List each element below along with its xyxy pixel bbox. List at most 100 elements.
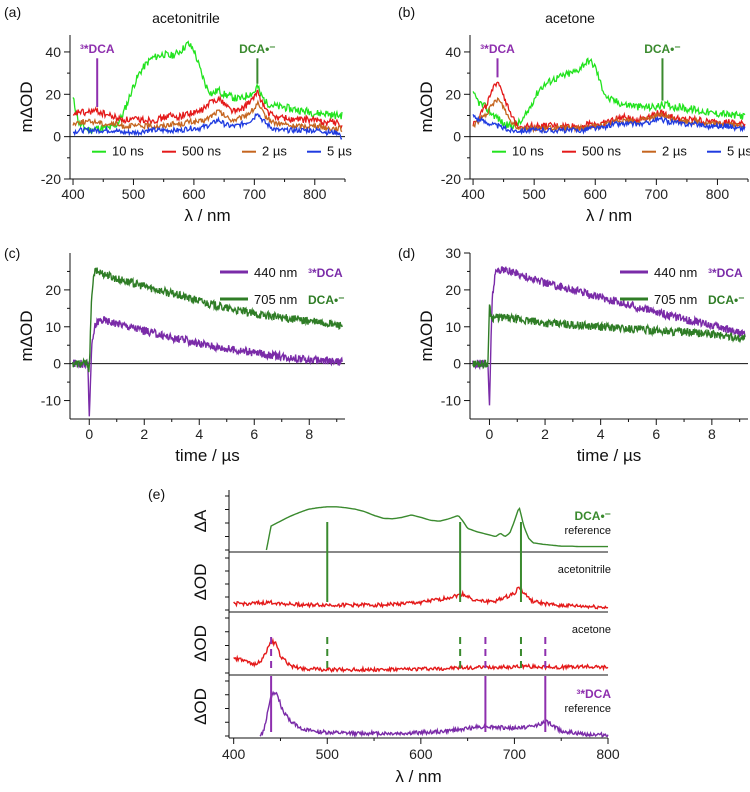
x-axis-label: λ / nm xyxy=(395,767,441,786)
x-tick-label: 6 xyxy=(250,426,258,442)
panel-b: (b) acetone 400 500 600 700 800 -20 0 20 40 ³*DCA DC… xyxy=(398,4,750,225)
y-tick-label: 20 xyxy=(445,86,461,102)
x-tick-label: 2 xyxy=(541,426,549,442)
row-label: DCA•⁻ xyxy=(574,509,611,523)
x-tick-label: 6 xyxy=(652,426,660,442)
annotation-label: ³*DCA xyxy=(80,42,115,56)
legend-entry: 10 ns xyxy=(512,144,544,159)
legend-tag: DCA•⁻ xyxy=(308,293,345,307)
series-500-ns-line xyxy=(72,89,343,130)
legend-entry: 705 nm xyxy=(254,292,297,307)
row-3-trace xyxy=(259,690,609,739)
x-tick-label: 2 xyxy=(140,426,148,442)
series-10-ns-line xyxy=(472,57,746,130)
y-tick-label: 30 xyxy=(445,245,461,261)
legend-entry: 5 µs xyxy=(727,144,750,159)
series-5-s-line xyxy=(472,114,746,136)
x-tick-label: 600 xyxy=(409,746,433,762)
x-tick-label: 0 xyxy=(486,426,494,442)
row-sublabel: reference xyxy=(565,703,611,715)
legend-entry: 2 µs xyxy=(262,144,287,159)
series-5-s-line xyxy=(72,113,343,140)
x-tick-label: 0 xyxy=(85,426,93,442)
y-tick-label: 10 xyxy=(445,319,461,335)
y-tick-label: 0 xyxy=(53,129,61,145)
y-tick-label: 20 xyxy=(45,86,61,102)
x-tick-label: 700 xyxy=(645,186,669,202)
y-tick-label: 40 xyxy=(45,44,61,60)
x-tick-label: 4 xyxy=(195,426,203,442)
y-axis-label: mΔOD xyxy=(417,81,436,132)
y-tick-label: 40 xyxy=(445,44,461,60)
series-2-s-line xyxy=(72,99,343,133)
x-tick-label: 600 xyxy=(584,186,608,202)
panel-label: (c) xyxy=(4,245,20,261)
x-tick-label: 400 xyxy=(222,746,246,762)
legend-tag: ³*DCA xyxy=(708,266,743,280)
legend-entry: 10 ns xyxy=(112,144,144,159)
legend-entry: 2 µs xyxy=(662,144,687,159)
y-tick-label: 20 xyxy=(45,282,61,298)
x-tick-label: 600 xyxy=(182,186,206,202)
y-axis-label: mΔOD xyxy=(17,310,36,361)
legend-entry: 500 ns xyxy=(182,144,222,159)
x-tick-label: 700 xyxy=(503,746,527,762)
series-10-ns-line xyxy=(72,40,343,134)
legend-entry: 440 nm xyxy=(254,265,297,280)
x-tick-label: 800 xyxy=(706,186,730,202)
x-axis-label: λ / nm xyxy=(586,206,632,225)
x-axis-label: λ / nm xyxy=(184,206,230,225)
legend-tag: DCA•⁻ xyxy=(708,293,745,307)
panel-d: (d) 0 2 4 6 8 -10 0 10 20 30 440 nm ³*DCA 705 nm DCA•⁻… xyxy=(398,245,748,465)
y-tick-label: 10 xyxy=(45,319,61,335)
x-tick-label: 700 xyxy=(243,186,267,202)
series-705nm-line xyxy=(72,267,343,373)
y-axis-label: mΔOD xyxy=(17,81,36,132)
panel-label: (b) xyxy=(398,4,415,20)
x-tick-label: 400 xyxy=(61,186,85,202)
series-440nm-line xyxy=(472,266,746,406)
x-tick-label: 800 xyxy=(596,746,620,762)
row-sublabel: reference xyxy=(565,525,611,537)
panel-label: (e) xyxy=(148,486,165,502)
y-tick-label: 0 xyxy=(53,356,61,372)
panel-a: (a) acetonitrile 400 500 600 700 800 -20 0 20 40 ³*… xyxy=(4,4,352,225)
y-tick-label: -10 xyxy=(441,393,461,409)
annotation-label: ³*DCA xyxy=(480,42,515,56)
x-tick-label: 4 xyxy=(597,426,605,442)
series-500-ns-line xyxy=(472,81,746,132)
row-y-label: ΔA xyxy=(191,509,210,532)
legend-tag: ³*DCA xyxy=(308,266,343,280)
y-tick-label: 0 xyxy=(453,356,461,372)
row-label: acetone xyxy=(572,624,611,636)
panel-title: acetone xyxy=(545,10,595,26)
x-tick-label: 800 xyxy=(303,186,327,202)
panel-e: (e) ΔA DCA•⁻ reference ΔOD acetonitrile ΔOD ace… xyxy=(148,486,620,786)
x-tick-label: 500 xyxy=(522,186,546,202)
legend-entry: 705 nm xyxy=(654,292,697,307)
panel-label: (a) xyxy=(4,4,21,20)
row-y-label: ΔOD xyxy=(191,564,210,601)
series-440nm-line xyxy=(72,316,343,417)
x-tick-label: 500 xyxy=(316,746,340,762)
row-2-trace xyxy=(233,637,609,674)
y-tick-label: -20 xyxy=(441,171,461,187)
y-axis-label: mΔOD xyxy=(417,310,436,361)
y-tick-label: 0 xyxy=(453,129,461,145)
y-tick-label: -10 xyxy=(41,393,61,409)
legend-entry: 440 nm xyxy=(654,265,697,280)
row-1-trace xyxy=(233,586,609,610)
legend-entry: 500 ns xyxy=(582,144,622,159)
row-label: acetonitrile xyxy=(558,564,611,576)
panel-title: acetonitrile xyxy=(152,10,220,26)
row-y-label: ΔOD xyxy=(191,625,210,662)
panel-c: (c) 0 2 4 6 8 -10 0 10 20 440 nm ³*DCA 705 nm DCA•⁻ ti… xyxy=(4,245,345,465)
x-tick-label: 8 xyxy=(708,426,716,442)
series-705nm-line xyxy=(472,304,746,370)
row-y-label: ΔOD xyxy=(191,688,210,725)
annotation-label: DCA•⁻ xyxy=(644,42,681,56)
annotation-label: DCA•⁻ xyxy=(239,42,276,56)
y-tick-label: -20 xyxy=(41,171,61,187)
row-label: ³*DCA xyxy=(576,687,611,701)
